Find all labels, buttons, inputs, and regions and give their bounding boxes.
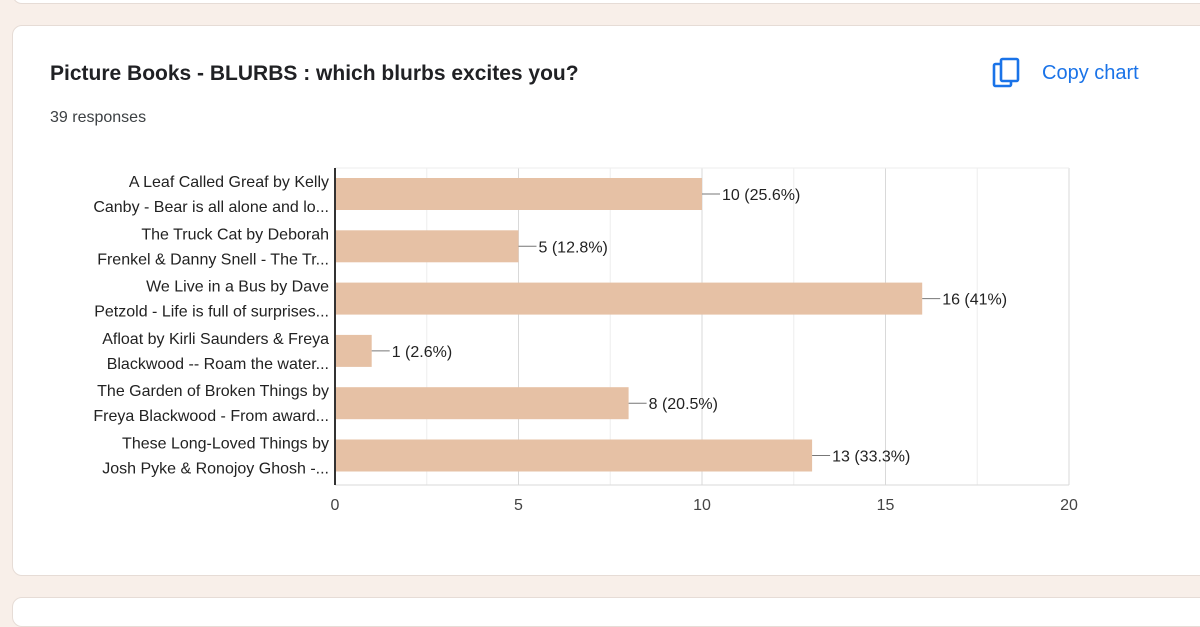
bar (335, 387, 629, 420)
category-label: The Garden of Broken Things by (97, 383, 329, 400)
data-label: 8 (20.5%) (649, 396, 718, 413)
category-label: We Live in a Bus by Dave (146, 279, 329, 296)
response-count: 39 responses (50, 109, 147, 126)
copy-icon (992, 57, 1020, 88)
data-label: 16 (41%) (942, 292, 1007, 309)
bar (335, 439, 813, 472)
category-label: Frenkel & Danny Snell - The Tr... (97, 251, 329, 268)
category-label: Josh Pyke & Ronojoy Ghosh -... (102, 461, 329, 478)
bar (335, 282, 923, 315)
bars (335, 178, 923, 472)
bar (335, 230, 519, 263)
x-tick-label: 15 (877, 497, 895, 514)
data-label: 5 (12.8%) (539, 239, 608, 256)
category-label: The Truck Cat by Deborah (141, 226, 329, 243)
category-label: A Leaf Called Greaf by Kelly (129, 174, 329, 191)
category-label: Canby - Bear is all alone and lo... (93, 199, 329, 216)
category-label: Petzold - Life is full of surprises... (94, 304, 329, 321)
data-label: 1 (2.6%) (392, 344, 452, 361)
x-tick-label: 0 (331, 497, 340, 514)
category-label: Blackwood -- Roam the water... (107, 356, 329, 373)
grid-lines (335, 167, 1070, 486)
bar-chart: 10 (25.6%) A Leaf Called Greaf by Kelly Ca… (93, 167, 1078, 514)
category-label: Freya Blackwood - From award... (93, 408, 329, 425)
category-label: These Long-Loved Things by (122, 436, 329, 453)
labels: 10 (25.6%) A Leaf Called Greaf by Kelly Ca… (93, 168, 1078, 514)
category-label: Afloat by Kirli Saunders & Freya (102, 331, 329, 348)
x-tick-label: 5 (514, 497, 523, 514)
question-title: Picture Books - BLURBS : which blurbs ex… (50, 62, 579, 85)
x-tick-label: 20 (1060, 497, 1078, 514)
bar (335, 334, 372, 367)
bar (335, 178, 702, 210)
data-label: 13 (33.3%) (832, 449, 910, 466)
x-tick-label: 10 (693, 497, 711, 514)
data-label: 10 (25.6%) (722, 187, 800, 204)
copy-chart-button[interactable]: Copy chart (992, 56, 1139, 90)
copy-chart-label: Copy chart (1042, 61, 1139, 84)
